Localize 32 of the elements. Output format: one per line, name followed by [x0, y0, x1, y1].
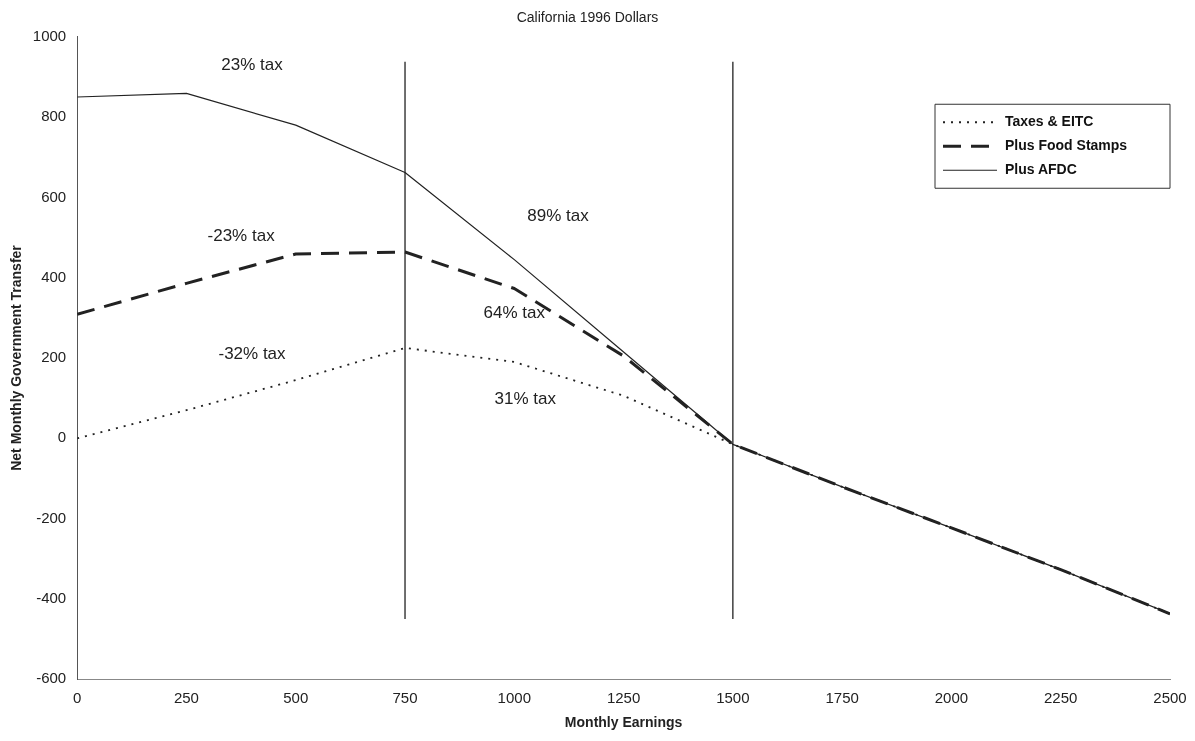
y-tick-label: -200 [36, 508, 67, 526]
legend-label: Plus Food Stamps [1005, 137, 1128, 154]
y-axis-title: Net Monthly Government Transfer [8, 244, 25, 471]
x-tick-label: 750 [392, 689, 418, 707]
x-tick-label: 2000 [934, 689, 969, 707]
x-tick-label: 0 [73, 689, 82, 707]
x-tick-label: 500 [283, 689, 309, 707]
y-tick-label: -400 [36, 589, 67, 607]
x-tick-label: 1750 [825, 689, 859, 707]
y-tick-label: 600 [41, 187, 67, 205]
x-tick-label: 1500 [716, 689, 750, 707]
y-tick-label: 400 [41, 267, 67, 285]
x-tick-label: 250 [173, 689, 199, 707]
annotation: 23% tax [221, 55, 284, 75]
annotation: -32% tax [218, 344, 287, 364]
x-tick-label: 2250 [1044, 689, 1078, 707]
legend-label: Plus AFDC [1005, 161, 1077, 178]
x-axis-title: Monthly Earnings [564, 714, 683, 731]
annotation: 64% tax [483, 302, 546, 322]
x-tick-label: 2500 [1153, 689, 1187, 707]
x-tick-label: 1000 [497, 689, 531, 707]
y-tick-label: 800 [41, 107, 67, 125]
y-tick-label: 200 [41, 348, 67, 366]
chart-title: California 1996 Dollars [516, 9, 659, 26]
y-tick-label: -600 [36, 669, 67, 687]
annotation: 31% tax [494, 389, 557, 409]
annotation: -23% tax [207, 225, 276, 245]
x-tick-label: 1250 [606, 689, 641, 707]
y-tick-label: 1000 [32, 26, 67, 44]
y-tick-label: 0 [57, 428, 67, 446]
annotation: 89% tax [527, 206, 590, 226]
legend-label: Taxes & EITC [1005, 113, 1094, 130]
